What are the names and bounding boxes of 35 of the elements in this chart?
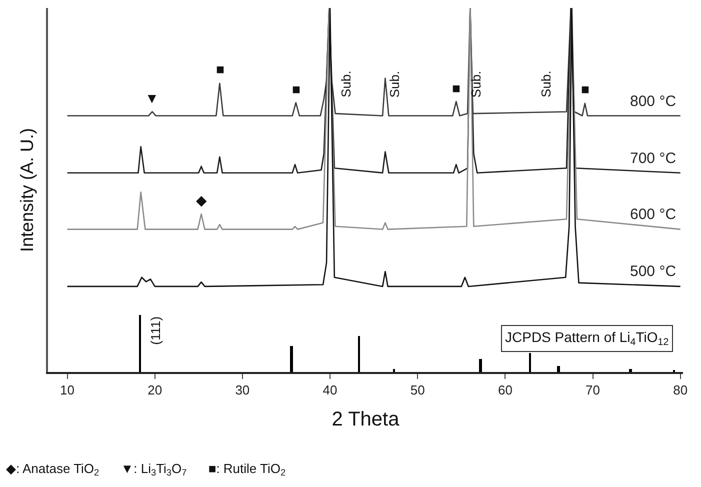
y-axis-title: Intensity (A. U.) xyxy=(16,128,37,252)
annotation: Sub. xyxy=(538,70,554,98)
bar xyxy=(629,369,632,372)
bar xyxy=(393,369,395,372)
bar xyxy=(529,353,531,372)
annotation: ■ xyxy=(452,80,460,96)
series-label: 700 °C xyxy=(630,150,676,167)
annotation: ◆ xyxy=(196,192,207,208)
series-label: 600 °C xyxy=(630,206,676,223)
annotation: Sub. xyxy=(338,70,354,98)
series-label: 800 °C xyxy=(630,93,676,110)
annotation: Sub. xyxy=(468,70,484,98)
text: ◆: Anatase TiO$_{2}$ ▼: Li$_{3}$Ti$_{3}$O$_{7}$ ■: Rutile TiO$_{2}$ xyxy=(6,461,286,478)
annotation: Sub. xyxy=(386,70,402,98)
bar xyxy=(557,366,560,372)
x-tick-label: 80 xyxy=(673,382,688,398)
x-tick-label: 60 xyxy=(498,382,512,398)
x-tick-label: 50 xyxy=(410,382,425,398)
bar xyxy=(479,359,482,372)
bar xyxy=(290,346,293,372)
annotation: ■ xyxy=(216,61,224,77)
x-axis-title: 2 Theta xyxy=(332,408,400,430)
x-tick-label: 40 xyxy=(322,382,338,398)
annotation: ▼ xyxy=(145,90,159,106)
series-label: 500 °C xyxy=(630,263,676,280)
x-tick-label: 10 xyxy=(60,382,75,398)
bar xyxy=(139,315,141,372)
x-tick-label: 30 xyxy=(235,382,250,398)
annotation: (111) xyxy=(148,316,164,345)
annotation: JCPDS Pattern of Li$_{4}$TiO$_{12}$ xyxy=(505,329,669,348)
annotation: ■ xyxy=(581,81,590,97)
x-tick-label: 70 xyxy=(586,382,600,398)
annotation: ■ xyxy=(292,81,300,97)
x-tick-label: 20 xyxy=(148,382,162,398)
bar xyxy=(358,336,360,372)
